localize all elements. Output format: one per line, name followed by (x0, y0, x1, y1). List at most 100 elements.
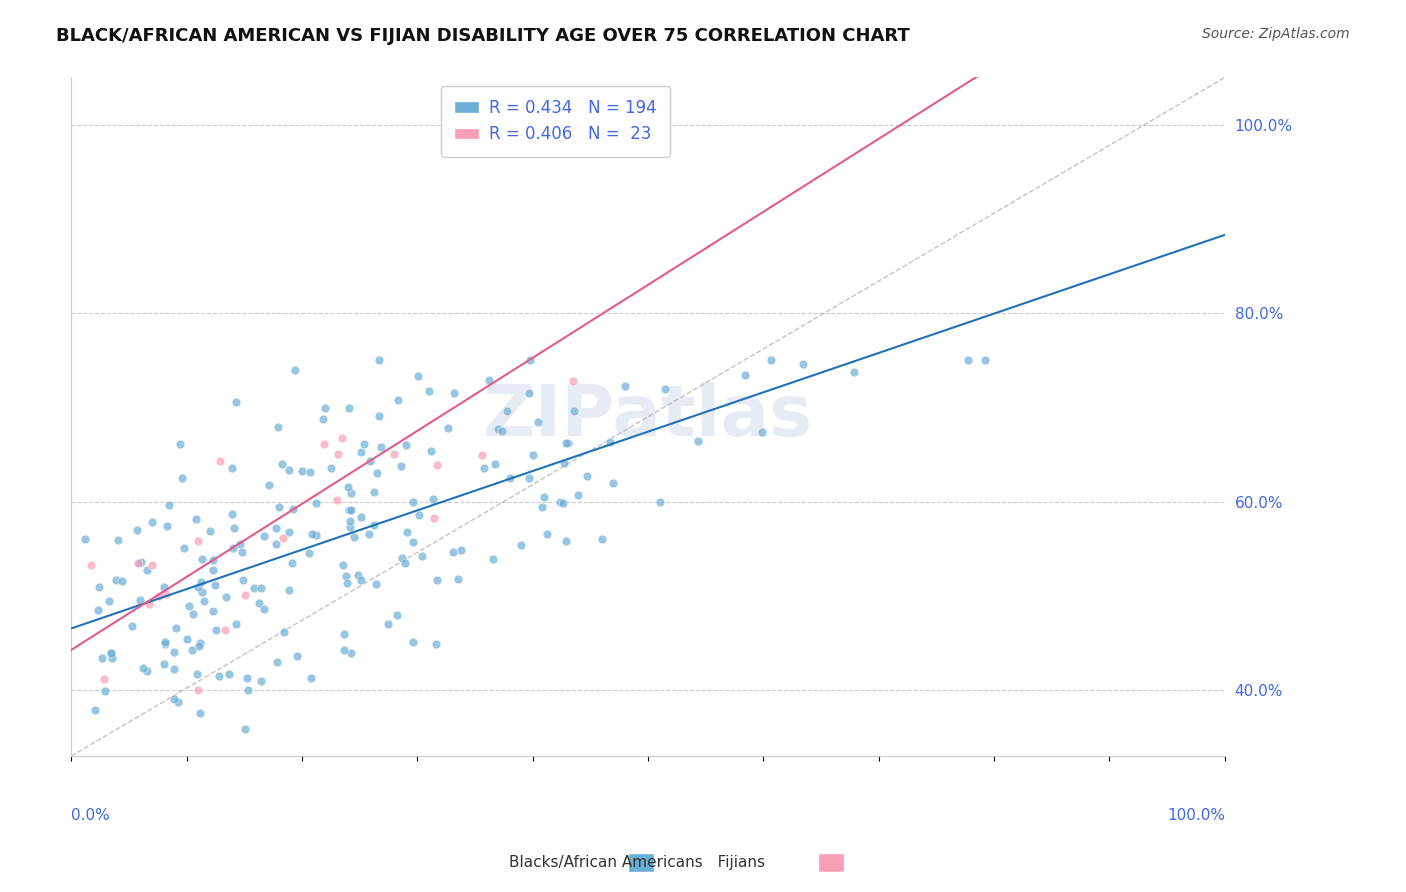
Point (136, 563, 159, 577)
Point (165, 622, 187, 636)
Point (499, 471, 522, 485)
Point (163, 645, 186, 659)
Point (391, 550, 413, 565)
Point (842, 365, 865, 379)
Point (491, 424, 513, 438)
Point (425, 637, 447, 651)
Point (402, 634, 425, 648)
Point (654, 382, 676, 396)
Point (225, 616, 247, 631)
Point (173, 541, 195, 555)
Point (359, 454, 381, 468)
Point (204, 578, 226, 592)
Point (187, 533, 209, 548)
Point (411, 549, 433, 564)
Point (278, 525, 301, 540)
Point (153, 580, 176, 594)
Point (224, 521, 246, 535)
Point (420, 444, 443, 458)
Point (447, 572, 470, 586)
Point (370, 440, 392, 454)
Point (339, 503, 361, 517)
Point (342, 530, 364, 544)
Point (176, 632, 198, 646)
Point (792, 357, 814, 371)
Point (299, 465, 322, 479)
Point (326, 447, 349, 461)
Point (557, 436, 579, 450)
Point (87, 603, 110, 617)
Point (125, 523, 148, 537)
Point (402, 495, 425, 509)
Point (225, 395, 247, 409)
Point (222, 541, 245, 555)
Point (284, 362, 307, 376)
Point (278, 462, 301, 476)
Bar (818, 853, 844, 872)
Point (337, 401, 360, 416)
Point (84, 703, 107, 717)
Point (336, 480, 359, 494)
Point (243, 581, 266, 595)
Point (250, 674, 273, 689)
Point (269, 500, 291, 514)
Point (350, 445, 373, 459)
Point (201, 604, 224, 618)
Point (321, 461, 343, 475)
Point (299, 671, 322, 685)
Point (298, 546, 321, 560)
Point (426, 458, 449, 473)
Point (530, 500, 553, 514)
Point (172, 471, 194, 485)
Point (567, 488, 589, 502)
Point (155, 635, 177, 649)
Point (181, 607, 204, 621)
Point (93, 672, 115, 686)
Point (332, 431, 354, 445)
Point (553, 495, 575, 509)
Point (111, 574, 134, 588)
Point (193, 593, 215, 607)
Point (214, 623, 236, 637)
Point (751, 425, 773, 439)
Point (325, 492, 347, 507)
Point (336, 576, 359, 591)
Legend: R = 0.434   N = 194, R = 0.406   N =  23: R = 0.434 N = 194, R = 0.406 N = 23 (441, 86, 671, 157)
Point (221, 460, 243, 475)
Point (233, 723, 256, 737)
Point (519, 353, 541, 368)
Point (105, 574, 128, 588)
Point (650, 495, 672, 509)
Point (107, 533, 129, 548)
Point (235, 671, 257, 685)
Point (974, 353, 997, 368)
Point (377, 616, 399, 631)
Point (576, 468, 599, 483)
Point (236, 682, 259, 697)
Point (281, 502, 304, 516)
Point (87, 580, 110, 594)
Point (301, 526, 323, 541)
Point (90, 650, 112, 665)
Point (267, 420, 290, 434)
Point (215, 590, 238, 604)
Point (759, 353, 782, 368)
Point (385, 608, 408, 623)
Point (94, 684, 117, 698)
Point (357, 527, 380, 541)
Point (395, 438, 418, 452)
Point (253, 601, 276, 615)
Point (187, 580, 209, 594)
Point (339, 646, 361, 660)
Point (335, 569, 357, 583)
Point (484, 457, 506, 471)
Point (205, 623, 228, 637)
Point (332, 627, 354, 641)
Point (527, 415, 550, 429)
Point (478, 373, 501, 387)
Point (364, 576, 387, 591)
Point (340, 486, 363, 500)
Point (264, 537, 287, 551)
Point (332, 643, 354, 657)
Point (163, 662, 186, 676)
